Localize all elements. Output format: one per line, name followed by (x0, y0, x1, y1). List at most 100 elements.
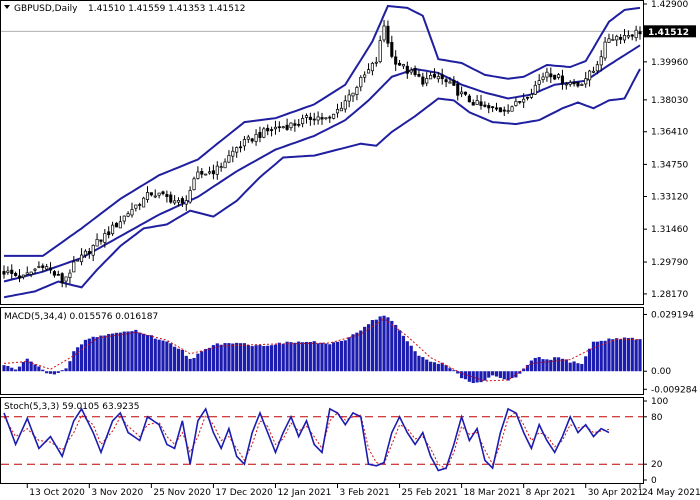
candle-body (568, 82, 572, 85)
macd-histogram-bar (52, 371, 57, 375)
macd-histogram-bar (498, 371, 502, 378)
candle-body (386, 25, 390, 44)
macd-histogram-bar (328, 344, 332, 372)
macd-histogram-bar (444, 365, 448, 372)
candle-body (483, 104, 487, 107)
macd-histogram-bar (378, 316, 382, 372)
candle-body (262, 128, 266, 138)
stoch-y-tick: 100 (651, 397, 668, 407)
macd-histogram-bar (285, 341, 289, 372)
current-price-box (644, 25, 696, 38)
macd-histogram-bar (266, 345, 270, 372)
candle-body (169, 194, 173, 203)
x-tick-label: 24 May 2021 (642, 488, 700, 498)
candle-body (33, 268, 37, 271)
macd-histogram-bar (370, 320, 375, 372)
macd-histogram-bar (351, 334, 355, 372)
candle-body (564, 83, 568, 86)
macd-histogram-bar (118, 332, 122, 372)
candle-body (370, 62, 374, 72)
macd-histogram-bar (173, 346, 177, 372)
macd-histogram-bar (145, 335, 150, 372)
stoch-layer (1, 407, 643, 472)
macd-histogram-bar (394, 324, 398, 372)
macd-histogram-bar (238, 343, 243, 372)
macd-histogram-bar (33, 364, 37, 372)
stoch-panel (0, 397, 644, 484)
macd-histogram-bar (390, 320, 394, 372)
candle-body (45, 266, 49, 270)
candle-body (529, 94, 533, 98)
candle-body (467, 95, 471, 103)
candle-body (440, 74, 444, 80)
macd-histogram-bar (374, 319, 378, 372)
macd-histogram-bar (510, 371, 514, 379)
x-tick-label: 12 Jan 2021 (277, 488, 331, 498)
macd-histogram-bar (471, 371, 475, 384)
price-y-tick: 1.36410 (651, 128, 688, 138)
macd-histogram-bar (297, 341, 301, 372)
macd-histogram-bar (553, 357, 557, 372)
macd-histogram-bar (60, 370, 64, 372)
macd-histogram-bar (607, 338, 611, 372)
candle-body (525, 96, 530, 99)
dropdown-arrow-icon (4, 5, 10, 9)
candle-body (207, 171, 212, 174)
macd-histogram-bar (204, 349, 208, 372)
candle-body (273, 126, 278, 130)
candle-body (363, 74, 367, 78)
candle-body (173, 200, 177, 204)
candle-body (258, 132, 262, 138)
price-title: GBPUSD,Daily (14, 4, 78, 14)
macd-histogram-bar (494, 371, 499, 377)
candle-body (394, 56, 398, 65)
macd-histogram-bar (45, 371, 49, 374)
candle-body (498, 107, 502, 113)
candle-body (549, 73, 553, 78)
candle-body (351, 92, 355, 97)
macd-histogram-bar (537, 357, 541, 372)
macd-histogram-bar (487, 371, 491, 378)
candle-body (638, 31, 642, 35)
macd-histogram-bar (308, 342, 312, 372)
candle-body (409, 69, 413, 73)
candle-body (514, 100, 518, 106)
macd-histogram-bar (626, 338, 630, 372)
candle-body (14, 273, 18, 276)
price-layer (1, 4, 643, 299)
candle-body (142, 197, 146, 208)
candle-body (316, 116, 320, 121)
candle-body (494, 107, 499, 110)
macd-histogram-bar (184, 355, 188, 372)
candle-body (378, 40, 382, 62)
macd-histogram-bar (2, 365, 6, 372)
macd-histogram-bar (366, 324, 371, 372)
candle-body (114, 222, 119, 228)
macd-histogram-bar (169, 343, 173, 372)
candle-body (2, 271, 6, 275)
candle-body (413, 67, 417, 76)
bollinger-upper-band (4, 4, 641, 257)
macd-histogram-bar (638, 339, 642, 372)
candle-body (200, 170, 204, 175)
price-y-tick: 1.28170 (651, 290, 688, 300)
macd-histogram-bar (258, 345, 262, 372)
candle-body (320, 117, 324, 120)
macd-histogram-bar (432, 362, 437, 372)
macd-histogram-bar (207, 347, 212, 372)
candle-body (557, 74, 561, 78)
candle-body (184, 200, 188, 205)
macd-histogram-bar (72, 351, 76, 372)
candle-body (227, 155, 231, 163)
current-price-tag: 1.41512 (644, 25, 696, 38)
macd-histogram-bar (254, 345, 258, 372)
candle-body (215, 165, 219, 175)
macd-histogram-bar (223, 343, 227, 372)
candle-body (91, 245, 95, 256)
macd-histogram-bar (76, 347, 80, 372)
macd-histogram-bar (149, 335, 153, 372)
candle-body (425, 78, 429, 84)
macd-histogram-bar (180, 349, 184, 372)
macd-histogram-bar (68, 361, 72, 372)
candle-body (301, 118, 305, 125)
